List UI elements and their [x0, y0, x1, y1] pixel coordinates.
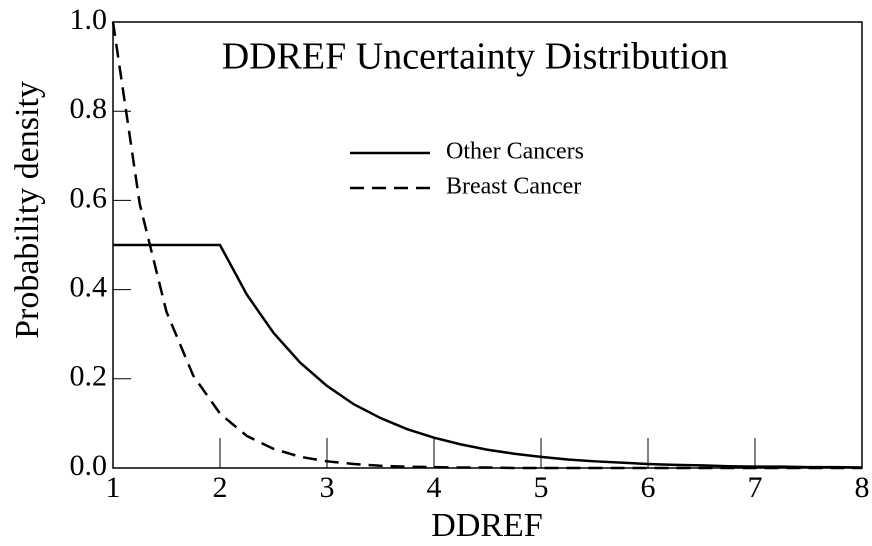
- y-axis-label: Probability density: [9, 81, 46, 339]
- plot-frame: [112, 21, 863, 469]
- series-line: [113, 243, 863, 469]
- y-tick-label: 0.6: [70, 181, 108, 214]
- chart-title: DDREF Uncertainty Distribution: [222, 36, 729, 78]
- y-tick-label: 0.4: [70, 270, 108, 303]
- x-axis-label: DDREF: [431, 507, 542, 544]
- y-tick-label: 0.0: [70, 449, 108, 482]
- y-tick-label: 0.2: [70, 360, 108, 393]
- x-tick-label: 8: [855, 471, 870, 504]
- x-tick-label: 3: [320, 471, 335, 504]
- y-tick-label: 0.8: [70, 92, 108, 125]
- y-tick-label: 1.0: [70, 3, 108, 36]
- legend-label: Breast Cancer: [446, 174, 581, 200]
- series-line: [111, 21, 862, 470]
- x-tick-label: 6: [641, 471, 656, 504]
- x-tick-label: 4: [427, 471, 442, 504]
- legend-label: Other Cancers: [446, 139, 584, 165]
- x-tick-label: 5: [534, 471, 549, 504]
- x-tick-label: 1: [106, 471, 121, 504]
- x-tick-label: 7: [748, 471, 763, 504]
- x-tick-label: 2: [213, 471, 228, 504]
